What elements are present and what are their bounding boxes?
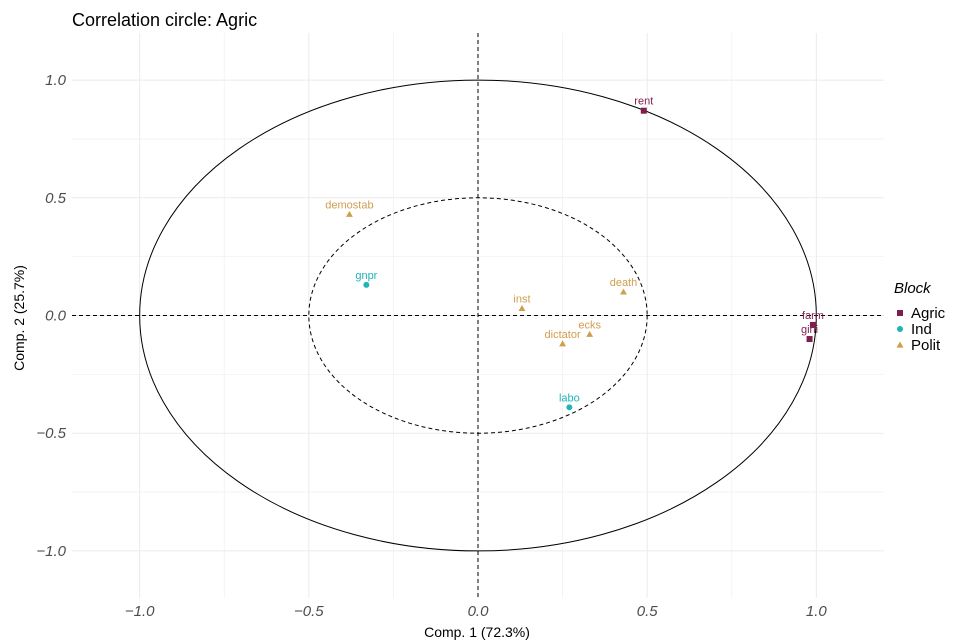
point-label-death: death bbox=[610, 277, 638, 289]
point-label-farm: farm bbox=[802, 310, 824, 322]
y-axis-title: Comp. 2 (25.7%) bbox=[11, 265, 27, 371]
data-points: rent farm gini gnpr labo demostab inst death eck… bbox=[325, 96, 824, 411]
point-marker-death bbox=[620, 288, 627, 295]
x-tick-label: 0.0 bbox=[468, 603, 490, 620]
point-label-rent: rent bbox=[634, 96, 653, 108]
point-label-demostab: demostab bbox=[325, 199, 373, 211]
point-marker-dictator bbox=[559, 340, 567, 347]
x-tick-label: 0.5 bbox=[637, 603, 659, 620]
y-tick-label: 1.0 bbox=[45, 72, 67, 89]
point-marker-labo bbox=[566, 404, 573, 411]
legend-key-agric bbox=[897, 310, 903, 316]
legend-label-ind: Ind bbox=[911, 321, 932, 338]
point-marker-farm bbox=[809, 321, 816, 328]
y-tick-label: 0.5 bbox=[45, 190, 67, 207]
y-tick-label: −1.0 bbox=[36, 543, 66, 560]
x-axis-title: Comp. 1 (72.3%) bbox=[424, 624, 530, 640]
chart-title: Correlation circle: Agric bbox=[72, 10, 257, 30]
legend-key-polit bbox=[896, 341, 904, 348]
point-label-inst: inst bbox=[513, 293, 530, 305]
point-marker-rent bbox=[640, 107, 647, 114]
x-tick-label: −0.5 bbox=[294, 603, 324, 620]
legend-label-polit: Polit bbox=[911, 337, 941, 354]
legend-key-ind bbox=[897, 326, 903, 332]
y-tick-label: −0.5 bbox=[36, 425, 66, 442]
point-label-ecks: ecks bbox=[578, 319, 601, 331]
axis-lines bbox=[72, 33, 884, 598]
point-marker-gini bbox=[806, 336, 813, 343]
point-marker-ecks bbox=[586, 330, 594, 337]
point-marker-inst bbox=[518, 304, 526, 312]
x-tick-label: 1.0 bbox=[806, 603, 828, 620]
x-tick-label: −1.0 bbox=[125, 603, 155, 620]
y-tick-label: 0.0 bbox=[45, 308, 67, 325]
legend-title: Block bbox=[894, 280, 932, 297]
legend-label-agric: Agric bbox=[911, 305, 946, 322]
point-label-gini: gini bbox=[801, 324, 818, 336]
point-marker-demostab bbox=[345, 210, 353, 217]
point-label-labo: labo bbox=[559, 392, 580, 404]
point-label-gnpr: gnpr bbox=[355, 270, 377, 282]
point-label-dictator: dictator bbox=[545, 329, 581, 341]
tick-labels: −1.0 −0.5 0.0 0.5 1.0 −1.0 −0.5 0.0 0.5 1.0 bbox=[36, 72, 827, 620]
point-marker-gnpr bbox=[363, 281, 370, 288]
